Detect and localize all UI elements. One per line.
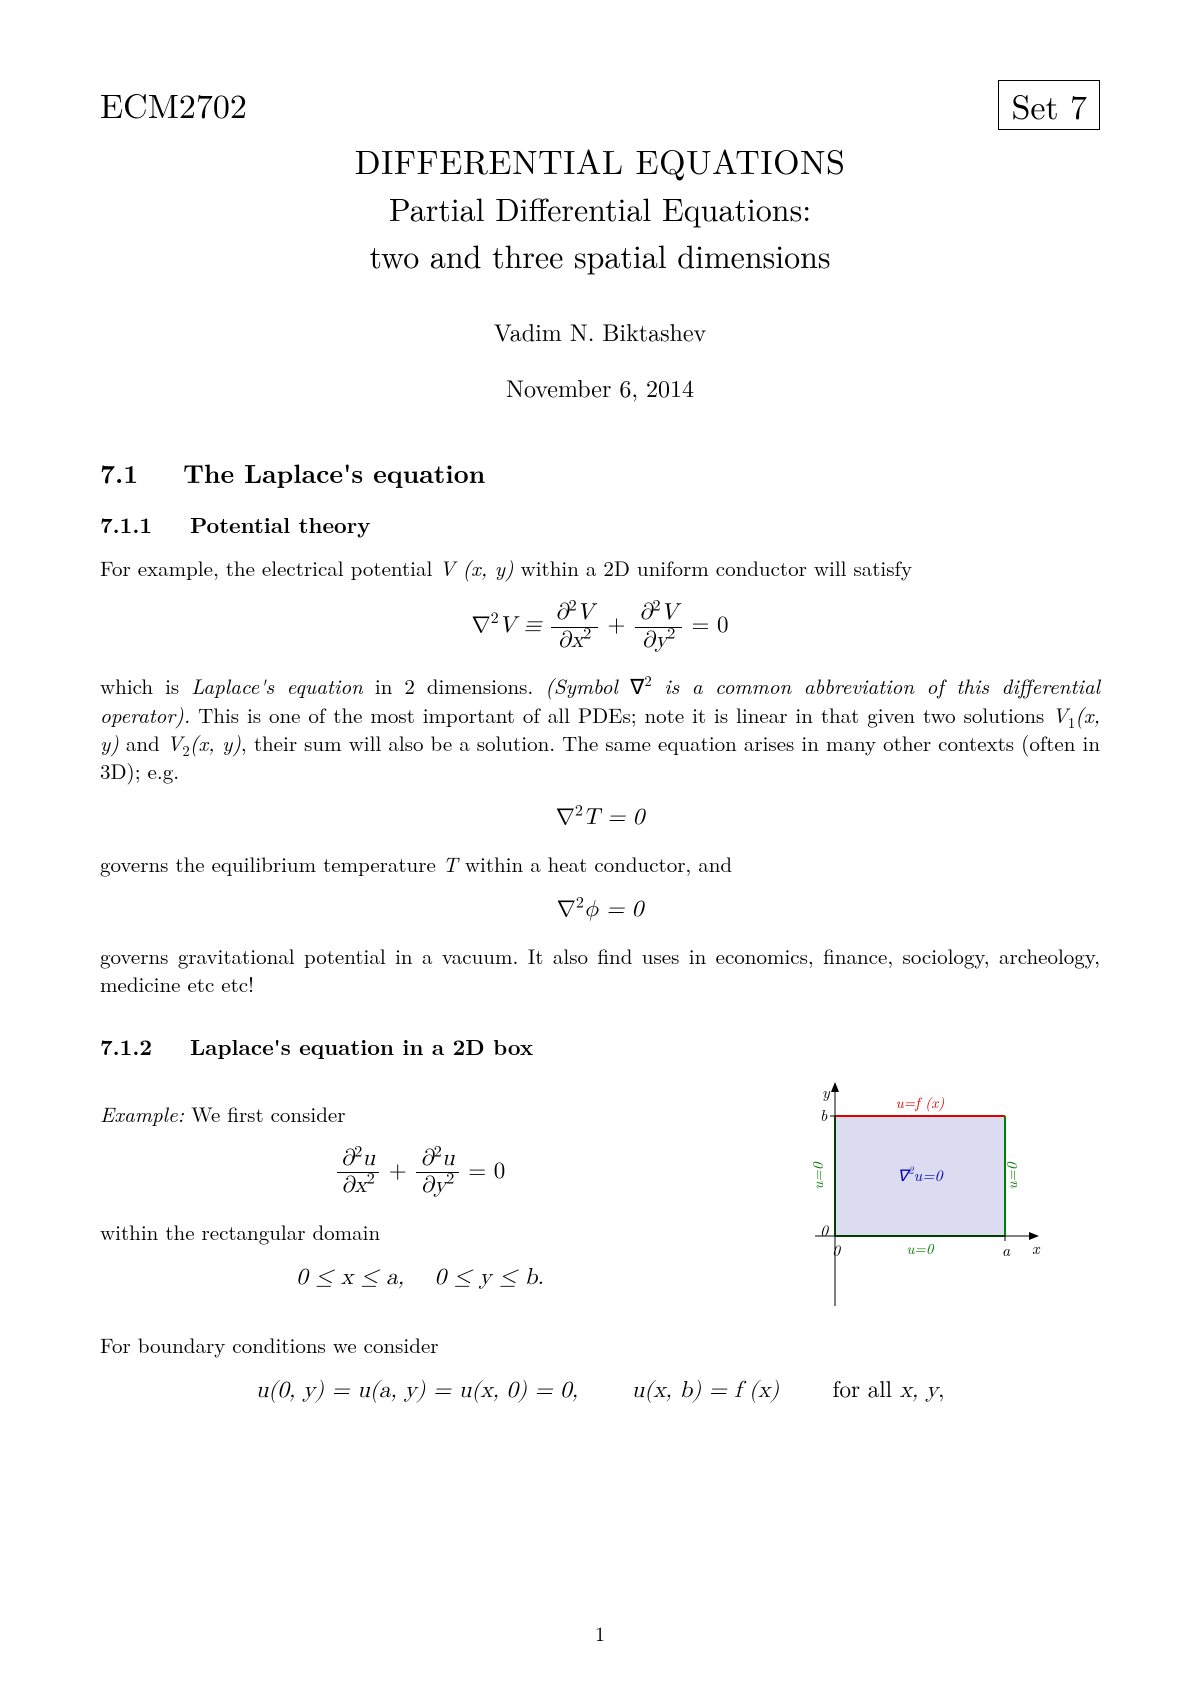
text: which is <box>100 671 191 701</box>
section-num: 7.1 <box>100 454 138 491</box>
y-axis-arrow <box>831 1082 839 1092</box>
text: We first consider <box>184 1099 345 1129</box>
label-b: b <box>820 1103 828 1126</box>
subsection-num: 7.1.1 <box>100 509 152 540</box>
math-inline: T <box>443 849 458 879</box>
fraction: ∂2u ∂y2 <box>416 1146 458 1200</box>
fraction: ∂2V ∂x2 <box>551 600 598 654</box>
label-a: a <box>1002 1238 1011 1261</box>
page-number: 1 <box>0 1618 1200 1647</box>
bc-zero: u(0, y) = u(a, y) = u(x, 0) = 0, <box>256 1379 578 1402</box>
subsection-title: Potential theory <box>190 509 371 540</box>
label-left: u=0 <box>807 1161 828 1190</box>
sup: 2 <box>491 612 499 628</box>
text: For example, the electrical potential <box>100 553 439 583</box>
bc-tail: for all <box>833 1379 900 1402</box>
rhs: = 0 <box>691 614 728 637</box>
text: (Symbol <box>545 671 630 701</box>
equation-laplace-phi: ∇2ϕ = 0 <box>100 896 1100 924</box>
label-0x: 0 <box>832 1238 841 1261</box>
label-y: y <box>822 1080 831 1103</box>
fraction: ∂2V ∂y2 <box>635 600 682 654</box>
equation-domain: 0 ≤ x ≤ a, 0 ≤ y ≤ b. <box>100 1264 740 1292</box>
equation-laplace-u: ∂2u ∂x2 + ∂2u ∂y2 = 0 <box>100 1146 740 1200</box>
label-top: u=f (x) <box>896 1092 945 1113</box>
text: , their sum will also be a solution. The… <box>100 728 1100 786</box>
paragraph-3: governs the equilibrium temperature T wi… <box>100 850 1100 878</box>
section-title: The Laplace's equation <box>183 454 485 491</box>
subsection-num: 7.1.2 <box>100 1031 152 1062</box>
example-label: Example: <box>100 1099 184 1129</box>
title-block: DIFFERENTIAL EQUATIONS Partial Different… <box>100 136 1100 278</box>
text: This is one of the most important of all… <box>190 700 1052 730</box>
label-bottom: u=0 <box>906 1238 935 1259</box>
label-right: u=0 <box>1001 1161 1022 1190</box>
title-sub2: two and three spatial dimensions <box>100 233 1100 278</box>
math: V ≡ <box>499 614 549 637</box>
subsection-7-1-2: 7.1.2 Laplace's equation in a 2D box <box>100 1031 1100 1062</box>
text: in 2 dimensions. <box>363 671 545 701</box>
paragraph-5: within the rectangular domain <box>100 1218 740 1246</box>
domain-diagram: y x b 0 0 a u=f (x) u=0 u=0 u=0 ∇2u=0 <box>760 1076 1080 1326</box>
paragraph-2: which is Laplace's equation in 2 dimensi… <box>100 672 1100 785</box>
text: within a 2D uniform conductor will satis… <box>514 553 913 583</box>
paragraph-6: For boundary conditions we consider <box>100 1331 1100 1359</box>
fraction: ∂2u ∂x2 <box>337 1146 379 1200</box>
label-center: ∇2u=0 <box>897 1163 943 1186</box>
label-x: x <box>1032 1236 1041 1259</box>
paragraph-4: governs gravitational potential in a vac… <box>100 942 1100 999</box>
subsection-7-1-1: 7.1.1 Potential theory <box>100 509 1100 540</box>
subsection-title: Laplace's equation in a 2D box <box>190 1031 533 1062</box>
label-0y: 0 <box>820 1218 829 1241</box>
equation-bc: u(0, y) = u(a, y) = u(x, 0) = 0, u(x, b)… <box>100 1377 1100 1405</box>
text: within a heat conductor, and <box>458 849 732 879</box>
title-sub1: Partial Differential Equations: <box>100 186 1100 231</box>
text: and <box>119 728 167 758</box>
title-main: DIFFERENTIAL EQUATIONS <box>100 136 1100 184</box>
nabla: ∇ <box>630 671 644 701</box>
term: Laplace's equation <box>191 671 363 701</box>
example-intro: Example: We first consider <box>100 1100 740 1128</box>
equation-laplace-T: ∇2T = 0 <box>100 804 1100 832</box>
course-code: ECM2702 <box>100 80 247 128</box>
date: November 6, 2014 <box>100 370 1100 404</box>
equation-laplace-V: ∇2V ≡ ∂2V ∂x2 + ∂2V ∂y2 = 0 <box>100 600 1100 654</box>
paragraph-1: For example, the electrical potential V … <box>100 554 1100 582</box>
nabla: ∇ <box>471 614 490 637</box>
set-box: Set 7 <box>998 80 1100 130</box>
math-inline: V (x, y) <box>439 553 513 583</box>
plus: + <box>608 614 634 637</box>
author: Vadim N. Biktashev <box>100 314 1100 348</box>
text: governs the equilibrium temperature <box>100 849 443 879</box>
math-inline: x, y <box>900 1379 938 1402</box>
section-7-1: 7.1 The Laplace's equation <box>100 454 1100 491</box>
bc-f: u(x, b) = f (x) <box>632 1379 780 1402</box>
